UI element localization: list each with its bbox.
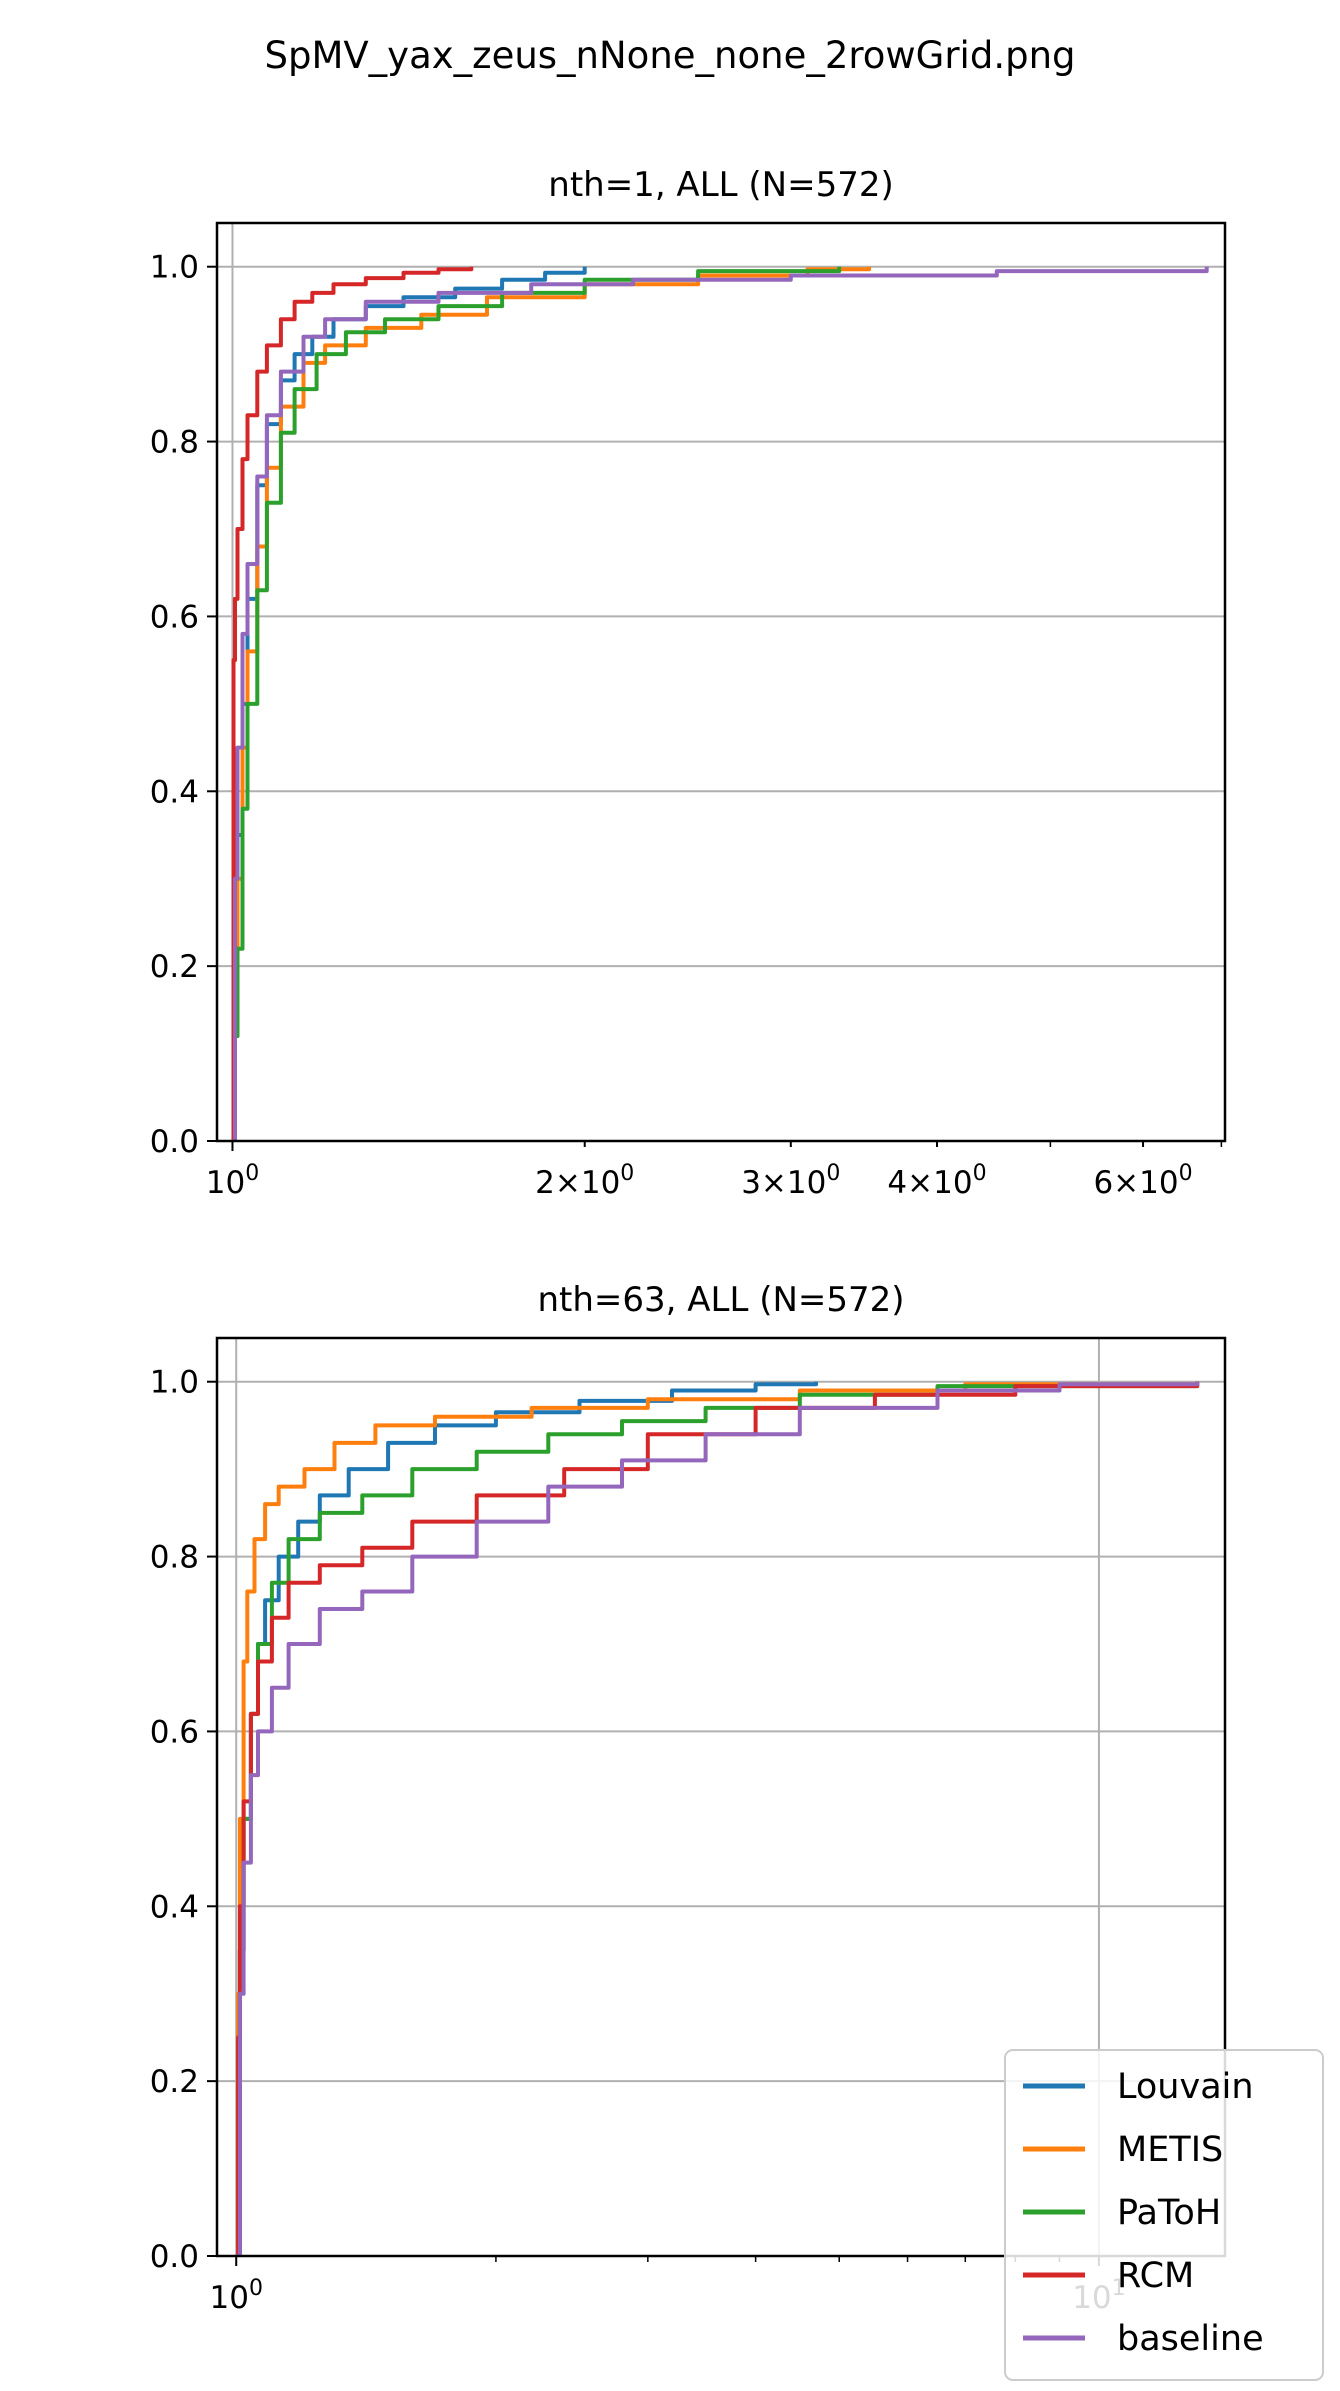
series-line-patoh — [232, 266, 842, 1141]
panel-nth1: nth=1, ALL (N=572) 0.0 0.2 0.4 0.6 0.8 1.0 100 2… — [150, 165, 1227, 1201]
y-tick-label: 0.6 — [150, 599, 199, 635]
y-tick-label: 1.0 — [150, 1365, 199, 1401]
y-tick-label: 0.2 — [150, 949, 199, 985]
legend-box — [1004, 2049, 1324, 2381]
legend-label: PaToH — [1117, 2193, 1221, 2233]
y-tick-label: 0.4 — [150, 1889, 199, 1925]
series-line-rcm — [236, 1381, 1200, 2256]
y-tick-label: 1.0 — [150, 250, 199, 286]
panel-nth63: nth=63, ALL (N=572) 0.0 0.2 0.4 0.6 0.8 1.0 100… — [150, 1280, 1227, 2316]
series-line-rcm — [231, 266, 474, 1141]
panel-title: nth=63, ALL (N=572) — [537, 1280, 904, 1320]
series-line-baseline — [232, 266, 1209, 1141]
y-tick-label: 0.8 — [150, 1540, 199, 1576]
axes-frame — [215, 1336, 1227, 2258]
legend: Louvain METIS PaToH RCM baseline — [1004, 2049, 1324, 2381]
axes-frame — [215, 221, 1227, 1143]
figure-suptitle: SpMV_yax_zeus_nNone_none_2rowGrid.png — [264, 34, 1075, 77]
x-tick-label: 3×100 — [741, 1161, 840, 1201]
y-tick-label: 0.6 — [150, 1714, 199, 1750]
panel-title: nth=1, ALL (N=572) — [548, 165, 893, 205]
y-tick-label: 0.0 — [150, 2239, 199, 2275]
x-tick-label: 2×100 — [535, 1161, 634, 1201]
y-tick-label: 0.8 — [150, 425, 199, 461]
series-line-metis — [236, 1381, 1200, 2256]
x-tick-label: 100 — [206, 1161, 259, 1201]
x-tick-label: 6×100 — [1093, 1161, 1192, 1201]
legend-label: METIS — [1117, 2130, 1223, 2170]
x-tick-label: 4×100 — [887, 1161, 986, 1201]
legend-label: Louvain — [1117, 2067, 1254, 2107]
y-tick-label: 0.2 — [150, 2064, 199, 2100]
y-tick-label: 0.4 — [150, 774, 199, 810]
legend-label: RCM — [1117, 2256, 1194, 2296]
x-tick-label: 100 — [209, 2276, 262, 2316]
y-tick-label: 0.0 — [150, 1124, 199, 1160]
series-line-baseline — [236, 1381, 1200, 2256]
legend-label: baseline — [1117, 2319, 1264, 2359]
